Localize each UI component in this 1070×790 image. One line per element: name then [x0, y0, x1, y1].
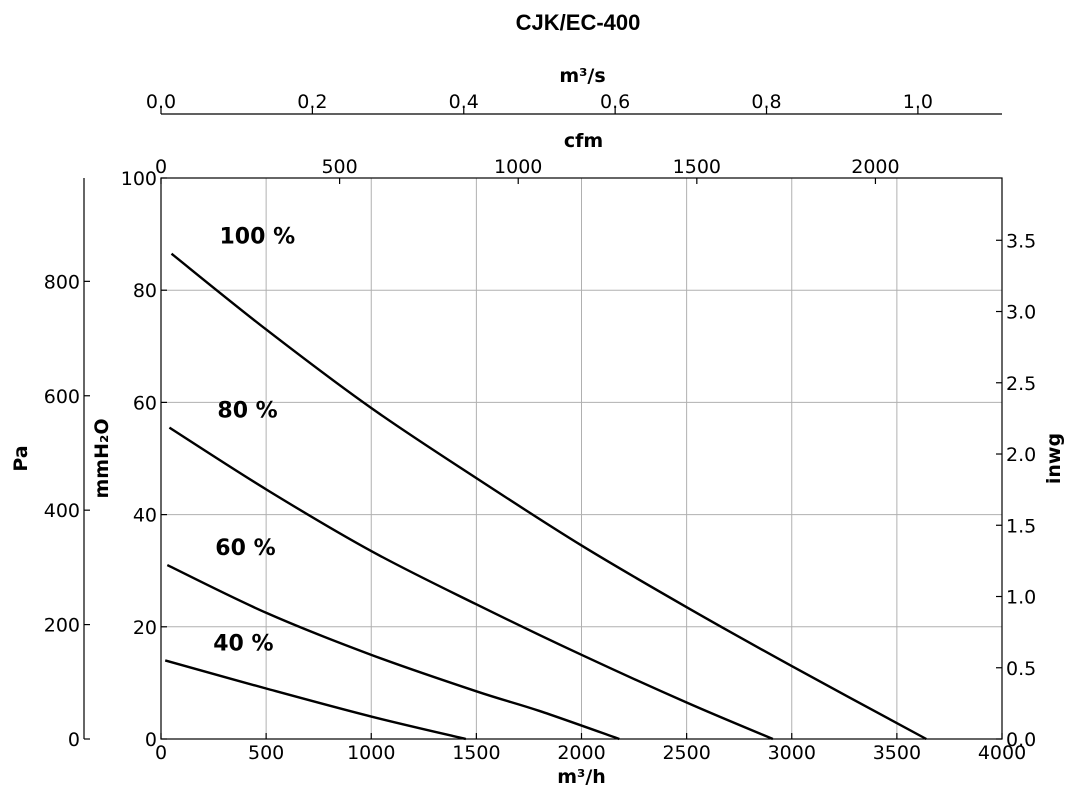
tick-label-mmh2o-2: 40 — [133, 505, 157, 527]
curve-100-percent — [170, 252, 927, 741]
tick-label-inwg-5: 2.5 — [1006, 373, 1036, 395]
tick-label-pa-4: 800 — [44, 271, 80, 293]
tick-label-mmh2o-3: 60 — [133, 392, 157, 414]
tick-label-m3h-0: 0 — [155, 742, 167, 764]
curve-80-percent — [168, 426, 774, 741]
tick-label-mmh2o-1: 20 — [133, 617, 157, 639]
curve-layer — [164, 252, 927, 741]
tick-label-inwg-1: 0.5 — [1006, 658, 1036, 680]
tick-label-pa-2: 400 — [44, 500, 80, 522]
x-axis-label-m3h: m³/h — [557, 766, 606, 788]
tick-label-inwg-2: 1.0 — [1006, 587, 1036, 609]
tick-label-pa-3: 600 — [44, 386, 80, 408]
tick-label-m3h-1: 500 — [248, 742, 284, 764]
tick-label-m3h-7: 3500 — [873, 742, 921, 764]
axis-layer — [83, 108, 1003, 740]
tick-label-mmh2o-4: 80 — [133, 280, 157, 302]
tick-label-m3h-3: 1500 — [452, 742, 500, 764]
x-axis-label-m3s: m³/s — [559, 65, 605, 87]
y-axis-label-inwg: inwg — [1043, 433, 1065, 484]
tick-label-m3s-5: 1.0 — [903, 91, 933, 113]
tick-label-m3h-5: 2500 — [662, 742, 710, 764]
tick-label-inwg-7: 3.5 — [1006, 230, 1036, 252]
tick-label-cfm-3: 1500 — [673, 156, 721, 178]
tick-label-cfm-0: 0 — [155, 156, 167, 178]
tick-label-pa-0: 0 — [68, 729, 80, 751]
tick-label-inwg-3: 1.5 — [1006, 515, 1036, 537]
chart-title: CJK/EC-400 — [516, 10, 641, 35]
x-axis-label-cfm: cfm — [564, 130, 603, 152]
curve-60-percent — [166, 564, 620, 741]
curve-label-80: 80 % — [217, 399, 277, 424]
curve-label-40: 40 % — [213, 631, 273, 656]
tick-label-m3h-6: 3000 — [768, 742, 816, 764]
tick-label-mmh2o-5: 100 — [121, 168, 157, 190]
tick-label-m3s-0: 0.0 — [146, 91, 176, 113]
curve-40-percent — [164, 659, 467, 741]
tick-label-cfm-1: 500 — [321, 156, 357, 178]
curve-label-100: 100 % — [220, 225, 296, 250]
y-axis-label-pa: Pa — [10, 445, 32, 471]
tick-label-cfm-4: 2000 — [851, 156, 899, 178]
tick-label-inwg-6: 3.0 — [1006, 302, 1036, 324]
tick-label-m3h-4: 2000 — [557, 742, 605, 764]
tick-label-m3s-3: 0.6 — [600, 91, 630, 113]
tick-label-m3s-2: 0.4 — [449, 91, 479, 113]
tick-label-m3s-4: 0.8 — [751, 91, 781, 113]
curve-label-60: 60 % — [215, 536, 275, 561]
tick-label-inwg-0: 0.0 — [1006, 729, 1036, 751]
tick-label-cfm-2: 1000 — [494, 156, 542, 178]
tick-label-inwg-4: 2.0 — [1006, 444, 1036, 466]
y-axis-label-mmh2o: mmH₂O — [91, 419, 113, 499]
tick-label-m3h-8: 4000 — [978, 742, 1026, 764]
tick-label-m3s-1: 0.2 — [297, 91, 327, 113]
tick-label-pa-1: 200 — [44, 615, 80, 637]
tick-label-m3h-2: 1000 — [347, 742, 395, 764]
tick-label-mmh2o-0: 0 — [145, 729, 157, 751]
